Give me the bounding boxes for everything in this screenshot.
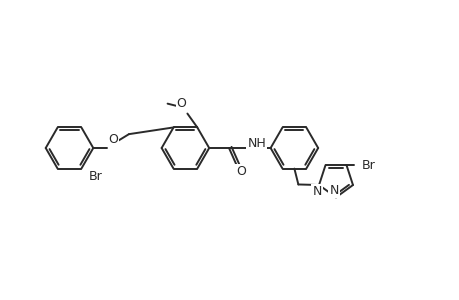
Text: O: O [235,165,245,178]
Text: Br: Br [88,170,102,183]
Text: Br: Br [361,159,375,172]
Text: O: O [176,97,186,110]
Text: O: O [108,133,118,146]
Text: N: N [329,184,338,197]
Text: N: N [312,185,321,199]
Text: NH: NH [247,136,266,150]
